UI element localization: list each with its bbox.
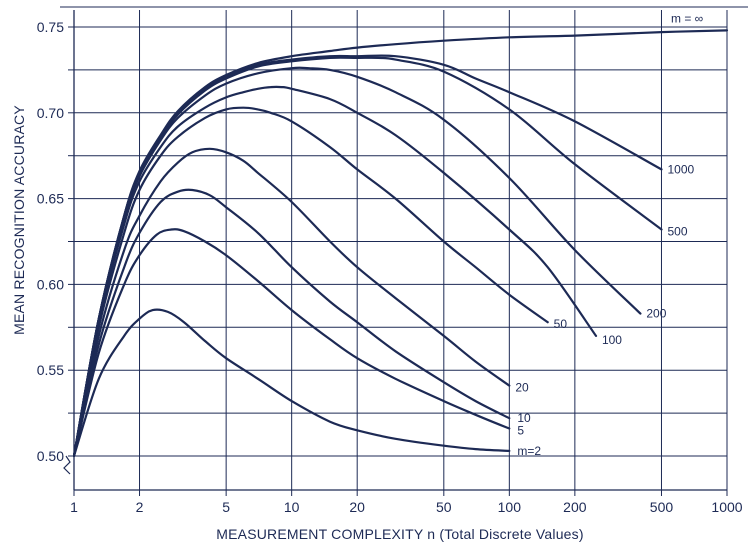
series-100-line	[72, 85, 598, 458]
y-tick-label: 0.70	[37, 105, 64, 121]
x-tick-label: 5	[222, 499, 230, 515]
x-tick-label: 1	[70, 499, 78, 515]
series-200-label: 200	[646, 307, 666, 321]
tick-labels: 0.500.550.600.650.700.751 2 5 10 20 50 100 200 5…	[37, 19, 743, 515]
series-1000-line	[72, 54, 663, 458]
x-tick-label: 200	[563, 499, 587, 515]
series-1000-label: 1000	[667, 162, 694, 176]
series-m-2-line	[72, 308, 511, 458]
y-tick-label: 0.60	[37, 276, 64, 292]
x-tick-label: 2	[136, 499, 144, 515]
series-100-label: 100	[602, 333, 622, 347]
series-10-line	[72, 188, 511, 458]
x-tick-label: 500	[650, 499, 674, 515]
curve-labels: m=2 510 20 50 100 200 500 1000 m = ∞	[515, 11, 703, 457]
y-tick-label: 0.65	[37, 191, 64, 207]
y-axis-title: MEAN RECOGNITION ACCURACY	[11, 105, 27, 335]
y-tick-label: 0.50	[37, 448, 64, 464]
grid	[60, 6, 748, 491]
series-500-label: 500	[667, 224, 687, 238]
series-5-label: 5	[517, 424, 524, 438]
series-5-line	[72, 228, 511, 458]
series-10-label: 10	[517, 411, 531, 425]
x-tick-label: 100	[498, 499, 522, 515]
x-axis-title: MEASUREMENT COMPLEXITY n (Total Discrete…	[216, 526, 583, 542]
series-m-2-label: m=2	[517, 444, 541, 458]
x-tick-label: 50	[436, 499, 452, 515]
x-tick-label: 1000	[711, 499, 742, 515]
series-m-label: m = ∞	[671, 11, 703, 25]
axis-break-icon	[63, 455, 71, 475]
series-curves	[72, 29, 729, 458]
series-m-line	[72, 29, 729, 458]
y-tick-label: 0.75	[37, 19, 64, 35]
series-50-line	[72, 106, 549, 458]
x-tick-label: 10	[284, 499, 300, 515]
series-20-label: 20	[515, 381, 529, 395]
x-tick-label: 20	[349, 499, 365, 515]
y-tick-label: 0.55	[37, 362, 64, 378]
series-50-label: 50	[554, 317, 568, 331]
series-20-line	[72, 147, 511, 458]
